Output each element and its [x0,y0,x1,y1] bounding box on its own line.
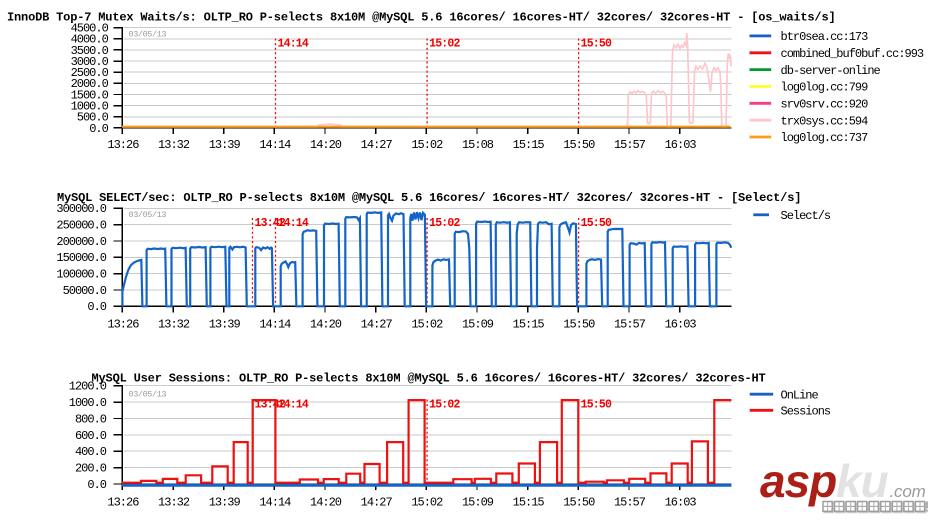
svg-text:03/05/13: 03/05/13 [129,390,167,400]
svg-text:14:14: 14:14 [278,38,309,51]
svg-text:15:50: 15:50 [563,495,595,509]
svg-text:15:57: 15:57 [614,138,646,152]
svg-text:Select/s: Select/s [781,209,831,223]
svg-text:13:26: 13:26 [107,317,139,331]
svg-text:15:15: 15:15 [513,317,545,331]
svg-text:13:26: 13:26 [107,138,139,152]
svg-text:combined_buf0buf.cc:993: combined_buf0buf.cc:993 [781,47,924,61]
svg-text:03/05/13: 03/05/13 [129,210,167,220]
svg-text:log0log.cc:737: log0log.cc:737 [781,131,869,145]
svg-text:15:09: 15:09 [462,495,494,509]
svg-text:15:57: 15:57 [614,495,646,509]
svg-text:500.0: 500.0 [77,111,109,125]
svg-text:13:39: 13:39 [209,495,241,509]
svg-text:14:27: 14:27 [361,495,393,509]
svg-text:800.0: 800.0 [75,412,107,426]
svg-text:4000.0: 4000.0 [71,33,109,47]
svg-text:2000.0: 2000.0 [71,77,109,91]
svg-text:0.0: 0.0 [87,300,106,314]
svg-text:16:03: 16:03 [665,138,697,152]
svg-text:150000.0: 150000.0 [56,251,106,265]
svg-text:13:39: 13:39 [209,317,241,331]
svg-text:300000.0: 300000.0 [56,202,106,216]
svg-text:14:27: 14:27 [361,317,393,331]
svg-text:200000.0: 200000.0 [56,235,106,249]
svg-text:100000.0: 100000.0 [56,268,106,282]
svg-text:13:32: 13:32 [158,495,190,509]
svg-text:15:09: 15:09 [462,317,494,331]
svg-text:13:42: 13:42 [255,217,286,230]
svg-text:trx0sys.cc:594: trx0sys.cc:594 [781,114,869,128]
svg-text:OnLine: OnLine [781,388,819,402]
svg-text:14:20: 14:20 [310,317,342,331]
svg-text:asp: asp [760,455,836,507]
svg-text:13:26: 13:26 [107,495,139,509]
svg-text:15:15: 15:15 [513,138,545,152]
svg-text:13:32: 13:32 [158,317,190,331]
svg-text:15:02: 15:02 [411,317,443,331]
svg-text:ku: ku [836,455,889,507]
svg-text:1000.0: 1000.0 [69,396,107,410]
svg-text:1000.0: 1000.0 [71,100,109,114]
svg-text:15:02: 15:02 [429,217,460,230]
svg-text:15:02: 15:02 [429,38,460,51]
svg-text:13:32: 13:32 [158,138,190,152]
svg-text:16:03: 16:03 [665,495,697,509]
svg-text:15:57: 15:57 [614,317,646,331]
svg-text:15:50: 15:50 [563,317,595,331]
svg-text:0.0: 0.0 [87,478,106,492]
svg-text:btr0sea.cc:173: btr0sea.cc:173 [781,30,869,44]
svg-text:03/05/13: 03/05/13 [129,30,167,40]
svg-text:14:14: 14:14 [259,317,291,331]
svg-text:4500.0: 4500.0 [71,22,109,36]
svg-text:14:14: 14:14 [278,399,309,412]
svg-text:3500.0: 3500.0 [71,44,109,58]
svg-text:200.0: 200.0 [75,462,107,476]
svg-text:14:20: 14:20 [310,138,342,152]
svg-text:600.0: 600.0 [75,429,107,443]
svg-text:MySQL User Sessions: OLTP_RO P: MySQL User Sessions: OLTP_RO P-selects 8… [92,372,766,386]
svg-text:250000.0: 250000.0 [56,219,106,233]
svg-text:srv0srv.cc:920: srv0srv.cc:920 [781,98,869,112]
svg-text:db-server-online: db-server-online [781,64,881,78]
svg-text:50000.0: 50000.0 [63,284,107,298]
svg-text:15:50: 15:50 [581,38,612,51]
svg-text:15:02: 15:02 [411,138,443,152]
svg-text:15:15: 15:15 [513,495,545,509]
svg-text:MySQL SELECT/sec: OLTP_RO P-se: MySQL SELECT/sec: OLTP_RO P-selects 8x10… [57,191,801,205]
svg-text:14:14: 14:14 [259,138,291,152]
svg-text:InnoDB Top-7 Mutex Waits/s: OL: InnoDB Top-7 Mutex Waits/s: OLTP_RO P-se… [7,11,836,25]
svg-text:Sessions: Sessions [781,405,831,419]
svg-text:14:20: 14:20 [310,495,342,509]
svg-text:16:03: 16:03 [665,317,697,331]
svg-text:1500.0: 1500.0 [71,88,109,102]
svg-text:3000.0: 3000.0 [71,55,109,69]
svg-text:15:02: 15:02 [411,495,443,509]
svg-text:15:50: 15:50 [563,138,595,152]
svg-text:400.0: 400.0 [75,445,107,459]
svg-text:14:14: 14:14 [278,217,309,230]
svg-text:2500.0: 2500.0 [71,66,109,80]
svg-text:0.0: 0.0 [89,122,108,136]
svg-text:13:39: 13:39 [209,138,241,152]
svg-text:14:14: 14:14 [259,495,291,509]
svg-text:15:08: 15:08 [462,138,494,152]
svg-text:15:50: 15:50 [581,217,612,230]
svg-text:.com: .com [890,482,926,501]
svg-text:14:27: 14:27 [361,138,393,152]
svg-text:15:50: 15:50 [581,399,612,412]
svg-text:1200.0: 1200.0 [69,380,107,394]
svg-text:15:02: 15:02 [429,399,460,412]
svg-text:13:42: 13:42 [255,399,286,412]
svg-text:log0log.cc:799: log0log.cc:799 [781,81,869,95]
